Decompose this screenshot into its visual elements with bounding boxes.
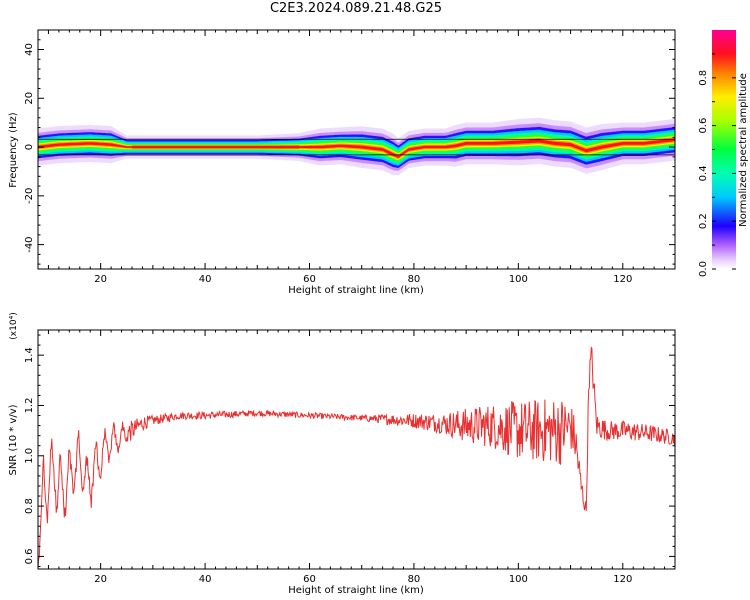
snr-series-line [38,346,675,569]
x-tick-label: 120 [613,274,632,285]
colorbar-label: Normalized spectral amplitude [738,73,749,227]
x-tick-label: 60 [303,574,316,585]
x-tick-label: 80 [408,274,421,285]
x-tick-label: 120 [613,574,632,585]
colorbar-tick-label: 0.0 [698,261,709,277]
y-tick-label: 40 [24,43,35,56]
spectrogram-xlabel: Height of straight line (km) [288,285,424,296]
snr-panel: 20 40 60 80 100 120 0.6 0.8 1.0 1.2 1.4 Height of … [8,312,676,596]
x-tick-label: 20 [94,574,107,585]
y-tick-label: 20 [24,92,35,105]
y-tick-label: 1.0 [24,448,35,464]
figure-title: C2E3.2024.089.21.48.G25 [269,1,443,16]
spectrogram-frame [37,29,676,270]
x-tick-label: 80 [408,574,421,585]
heatmap-band-8 [38,138,675,159]
x-tick-label: 40 [199,574,212,585]
colorbar-ticks: 0.0 0.2 0.4 0.6 0.8 [698,53,736,277]
x-tick-label: 20 [94,274,107,285]
snr-frame [37,329,676,570]
snr-exponent-label: (x10⁴) [9,312,19,339]
x-tick-label: 100 [509,274,528,285]
y-tick-label: 1.4 [24,347,35,363]
x-tick-label: 40 [199,274,212,285]
snr-xlabel: Height of straight line (km) [288,585,424,596]
spectrogram-axis-ticks: 20 40 60 80 100 120 40 20 0 -20 -40 [24,29,676,285]
spectrogram-panel: 20 40 60 80 100 120 40 20 0 -20 -40 Height of stra… [8,29,676,296]
colorbar-gradient [712,30,736,269]
spectrogram-ylabel: Frequency (Hz) [8,112,19,188]
y-tick-label: 0.8 [24,498,35,514]
y-tick-label: -40 [24,236,35,252]
snr-axis-ticks: 20 40 60 80 100 120 0.6 0.8 1.0 1.2 1.4 [24,330,676,585]
heatmap-core-band [131,145,300,149]
colorbar-tick-label: 0.2 [698,213,709,229]
snr-ylabel: SNR (10 * v/v) [8,404,19,475]
colorbar-tick-label: 0.6 [698,118,709,134]
snr-plot-area [38,330,675,569]
spectrogram-heatmap [38,117,675,176]
y-tick-label: -20 [24,188,35,204]
x-tick-label: 60 [303,274,316,285]
y-tick-label: 0.6 [24,548,35,564]
colorbar: 0.0 0.2 0.4 0.6 0.8 Normalized spectral ampl… [698,30,749,277]
y-tick-label: 1.2 [24,398,35,414]
y-tick-label: 0 [24,144,35,150]
colorbar-tick-label: 0.4 [698,165,709,181]
x-tick-label: 100 [509,574,528,585]
colorbar-tick-label: 0.8 [698,70,709,86]
